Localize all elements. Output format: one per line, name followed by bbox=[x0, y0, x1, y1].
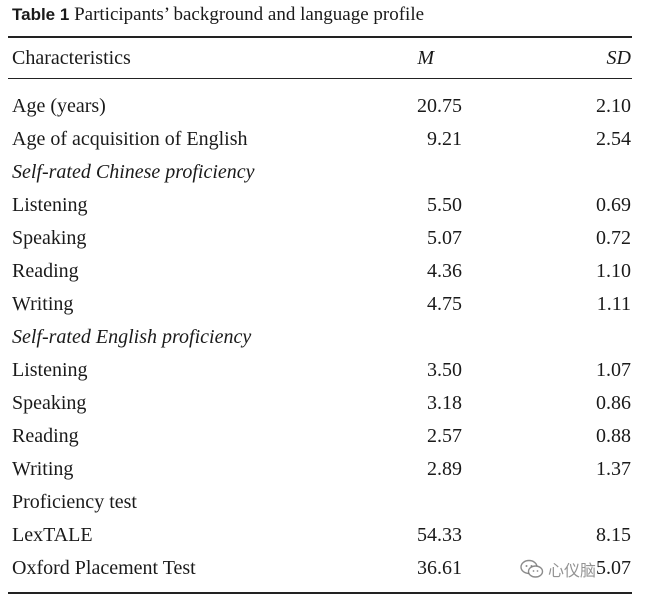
row-sd: 1.10 bbox=[596, 260, 631, 282]
row-mean: 2.89 bbox=[427, 458, 462, 480]
wechat-icon bbox=[520, 559, 544, 578]
row-sd: 2.54 bbox=[596, 128, 631, 150]
table-row: Speaking 5.07 0.72 bbox=[0, 225, 650, 251]
table-row: Writing 2.89 1.37 bbox=[0, 456, 650, 482]
table-row: Reading 4.36 1.10 bbox=[0, 258, 650, 284]
table-number: Table 1 bbox=[12, 5, 70, 24]
row-mean: 5.50 bbox=[427, 194, 462, 216]
row-sd: 0.88 bbox=[596, 425, 631, 447]
table-row: Listening 3.50 1.07 bbox=[0, 357, 650, 383]
row-label: Age (years) bbox=[12, 95, 106, 117]
watermark-text: 心仪脑 bbox=[548, 561, 597, 580]
row-mean: 54.33 bbox=[417, 524, 462, 546]
section-row: Self-rated Chinese proficiency bbox=[0, 159, 650, 185]
header-sd: SD bbox=[606, 47, 631, 69]
group-row: Proficiency test bbox=[0, 489, 650, 515]
row-sd: 0.69 bbox=[596, 194, 631, 216]
row-sd: 0.72 bbox=[596, 227, 631, 249]
row-mean: 3.18 bbox=[427, 392, 462, 414]
section-label: Self-rated Chinese proficiency bbox=[12, 161, 255, 183]
row-sd: 1.37 bbox=[596, 458, 631, 480]
header-characteristics: Characteristics bbox=[12, 47, 131, 69]
group-label: Proficiency test bbox=[12, 491, 137, 513]
table-row: Age (years) 20.75 2.10 bbox=[0, 93, 650, 119]
row-mean: 9.21 bbox=[427, 128, 462, 150]
table-row: Reading 2.57 0.88 bbox=[0, 423, 650, 449]
row-label: LexTALE bbox=[12, 524, 93, 546]
row-mean: 4.75 bbox=[427, 293, 462, 315]
row-mean: 5.07 bbox=[427, 227, 462, 249]
row-label: Writing bbox=[12, 293, 74, 315]
table-row: Oxford Placement Test 36.61 5.07 bbox=[0, 555, 650, 581]
table-title: Participants’ background and language pr… bbox=[74, 4, 425, 25]
row-sd: 1.07 bbox=[596, 359, 631, 381]
row-mean: 3.50 bbox=[427, 359, 462, 381]
watermark: 心仪脑 bbox=[520, 556, 640, 582]
table-row: Age of acquisition of English 9.21 2.54 bbox=[0, 126, 650, 152]
row-label: Reading bbox=[12, 260, 79, 282]
bottom-rule bbox=[8, 592, 632, 594]
row-label: Speaking bbox=[12, 392, 87, 414]
row-label: Reading bbox=[12, 425, 79, 447]
row-mean: 2.57 bbox=[427, 425, 462, 447]
table-row: Listening 5.50 0.69 bbox=[0, 192, 650, 218]
section-row: Self-rated English proficiency bbox=[0, 324, 650, 350]
table-row: Writing 4.75 1.11 bbox=[0, 291, 650, 317]
row-sd: 5.07 bbox=[596, 557, 631, 579]
top-rule bbox=[8, 36, 632, 38]
row-label: Writing bbox=[12, 458, 74, 480]
row-label: Listening bbox=[12, 194, 88, 216]
row-label: Speaking bbox=[12, 227, 87, 249]
row-label: Oxford Placement Test bbox=[12, 557, 196, 579]
row-sd: 1.11 bbox=[596, 293, 631, 315]
table-caption: Table 1 Participants’ background and lan… bbox=[12, 3, 424, 27]
table-header: Characteristics M SD bbox=[0, 45, 650, 71]
table-row: Speaking 3.18 0.86 bbox=[0, 390, 650, 416]
section-label: Self-rated English proficiency bbox=[12, 326, 252, 348]
table-row: LexTALE 54.33 8.15 bbox=[0, 522, 650, 548]
row-mean: 20.75 bbox=[417, 95, 462, 117]
row-sd: 0.86 bbox=[596, 392, 631, 414]
row-label: Listening bbox=[12, 359, 88, 381]
row-label: Age of acquisition of English bbox=[12, 128, 248, 150]
row-sd: 2.10 bbox=[596, 95, 631, 117]
row-sd: 8.15 bbox=[596, 524, 631, 546]
row-mean: 4.36 bbox=[427, 260, 462, 282]
row-mean: 36.61 bbox=[417, 557, 462, 579]
header-m: M bbox=[417, 47, 434, 69]
header-rule bbox=[8, 78, 632, 79]
